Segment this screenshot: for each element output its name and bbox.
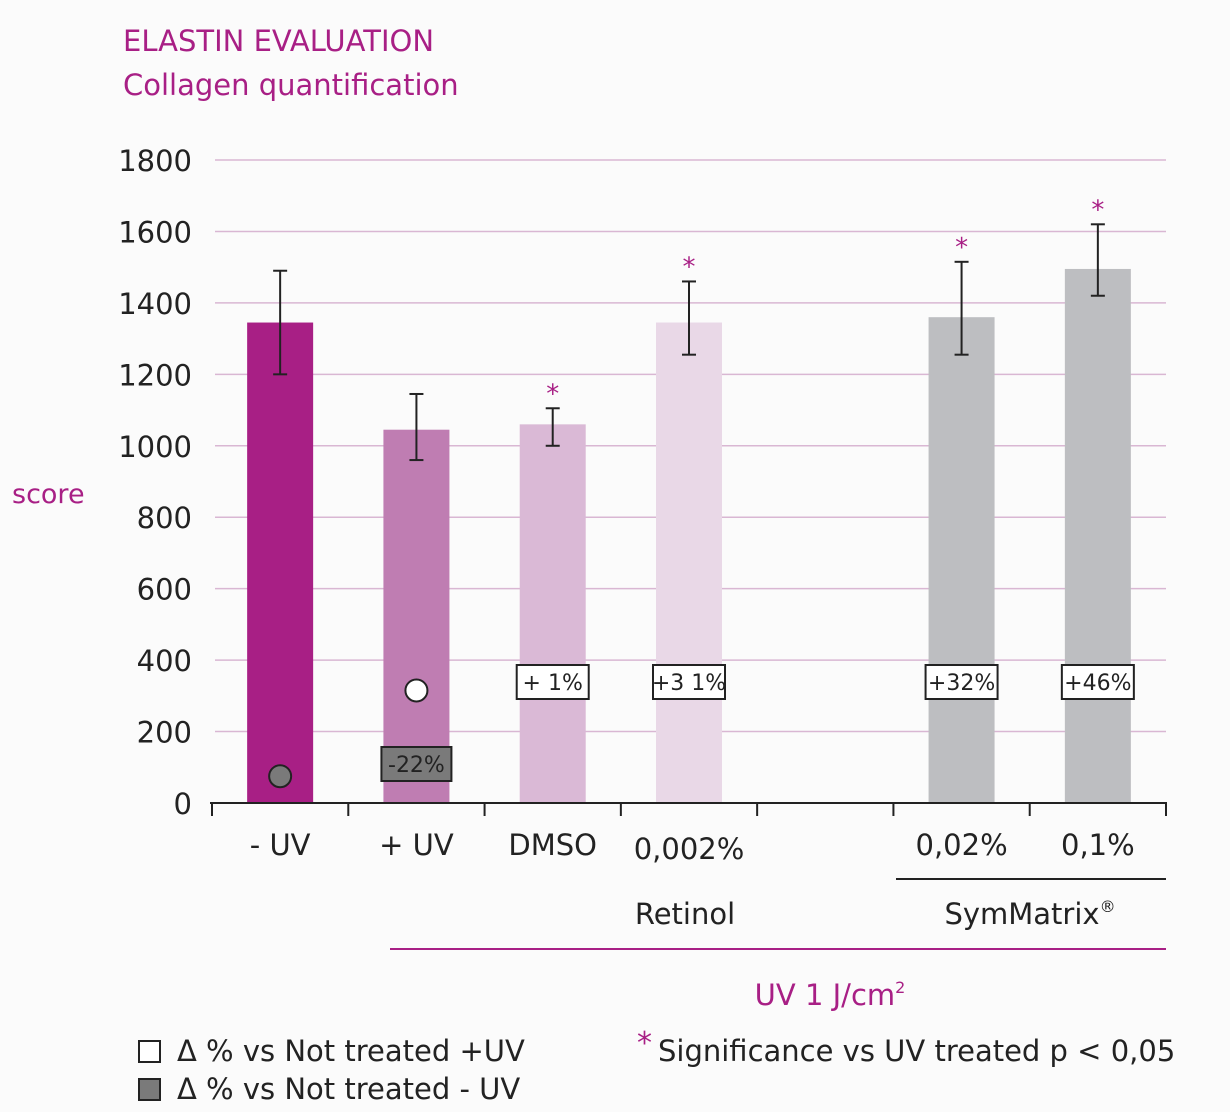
bar [247, 322, 314, 803]
legend-filled-label: Δ % vs Not treated - UV [177, 1072, 520, 1106]
significance-star: * [546, 379, 559, 409]
marker-filled [268, 764, 293, 789]
error-bar [682, 280, 696, 356]
y-axis-label: score [12, 479, 85, 510]
x-tick-label: 0,002% [634, 832, 745, 866]
y-tick-label: 600 [137, 573, 192, 607]
error-bar [273, 269, 288, 376]
y-tick-label: 1800 [118, 144, 192, 178]
x-tick-labels: - UV + UV DMSO 0,002% 0,02% 0,1% [250, 828, 1135, 866]
uv-superscript: 2 [895, 978, 905, 997]
bar [1064, 268, 1131, 804]
delta-label-box [380, 746, 453, 782]
group-label-symmatrix: SymMatrix® [944, 897, 1115, 931]
delta-label: + 1% [523, 671, 583, 696]
delta-label: +32% [928, 671, 995, 696]
bars: -22% * + 1% * +3 1% * +32% * +46% [247, 195, 1135, 804]
symmatrix-text: SymMatrix [944, 897, 1099, 931]
delta-label: +3 1% [652, 671, 726, 696]
x-tick-label: + UV [379, 828, 454, 862]
x-tick-label: 0,1% [1061, 828, 1135, 862]
y-tick-label: 200 [137, 716, 192, 750]
x-tick-label: - UV [250, 828, 311, 862]
legend-significance-star: * [637, 1026, 652, 1061]
bar [656, 322, 722, 803]
significance-star: * [683, 252, 696, 282]
uv-text: UV 1 J/cm [755, 978, 895, 1012]
y-tick-label: 400 [137, 644, 192, 678]
y-tick-label: 1200 [118, 358, 192, 392]
legend-open-swatch [138, 1040, 161, 1063]
legend-significance-label: Significance vs UV treated p < 0,05 [658, 1034, 1175, 1068]
error-bar [1090, 223, 1105, 297]
delta-label-box [652, 664, 726, 700]
y-tick-label: 1400 [118, 287, 192, 321]
group-label-retinol: Retinol [635, 897, 735, 931]
error-bar [409, 392, 424, 462]
delta-label: -22% [388, 753, 445, 778]
bar [519, 424, 586, 803]
x-axis [210, 802, 1167, 816]
legend-open-label: Δ % vs Not treated +UV [177, 1034, 525, 1068]
legend-filled-swatch [138, 1078, 161, 1101]
y-tick-labels: 0 200 400 600 800 1000 1200 1400 1600 1800 [118, 144, 192, 821]
delta-label: +46% [1064, 671, 1131, 696]
group-label-uv: UV 1 J/cm2 [755, 978, 906, 1012]
x-tick-label: DMSO [508, 828, 597, 862]
significance-star: * [955, 233, 968, 263]
significance-star: * [1091, 195, 1104, 225]
delta-label-box [515, 664, 590, 700]
delta-label-box [924, 664, 999, 700]
symmatrix-registered: ® [1100, 897, 1116, 916]
error-bar [545, 407, 560, 447]
chart-title: ELASTIN EVALUATION [123, 24, 434, 58]
delta-label-box [1060, 664, 1135, 700]
bar [928, 317, 995, 803]
x-tick-label: 0,02% [916, 828, 1008, 862]
y-tick-label: 0 [174, 787, 192, 821]
error-bar [954, 260, 969, 356]
marker-open [404, 678, 429, 703]
y-tick-label: 800 [137, 501, 192, 535]
bar [383, 429, 450, 803]
chart-subtitle: Collagen quantification [123, 68, 459, 102]
y-tick-label: 1600 [118, 215, 192, 249]
y-tick-label: 1000 [118, 430, 192, 464]
